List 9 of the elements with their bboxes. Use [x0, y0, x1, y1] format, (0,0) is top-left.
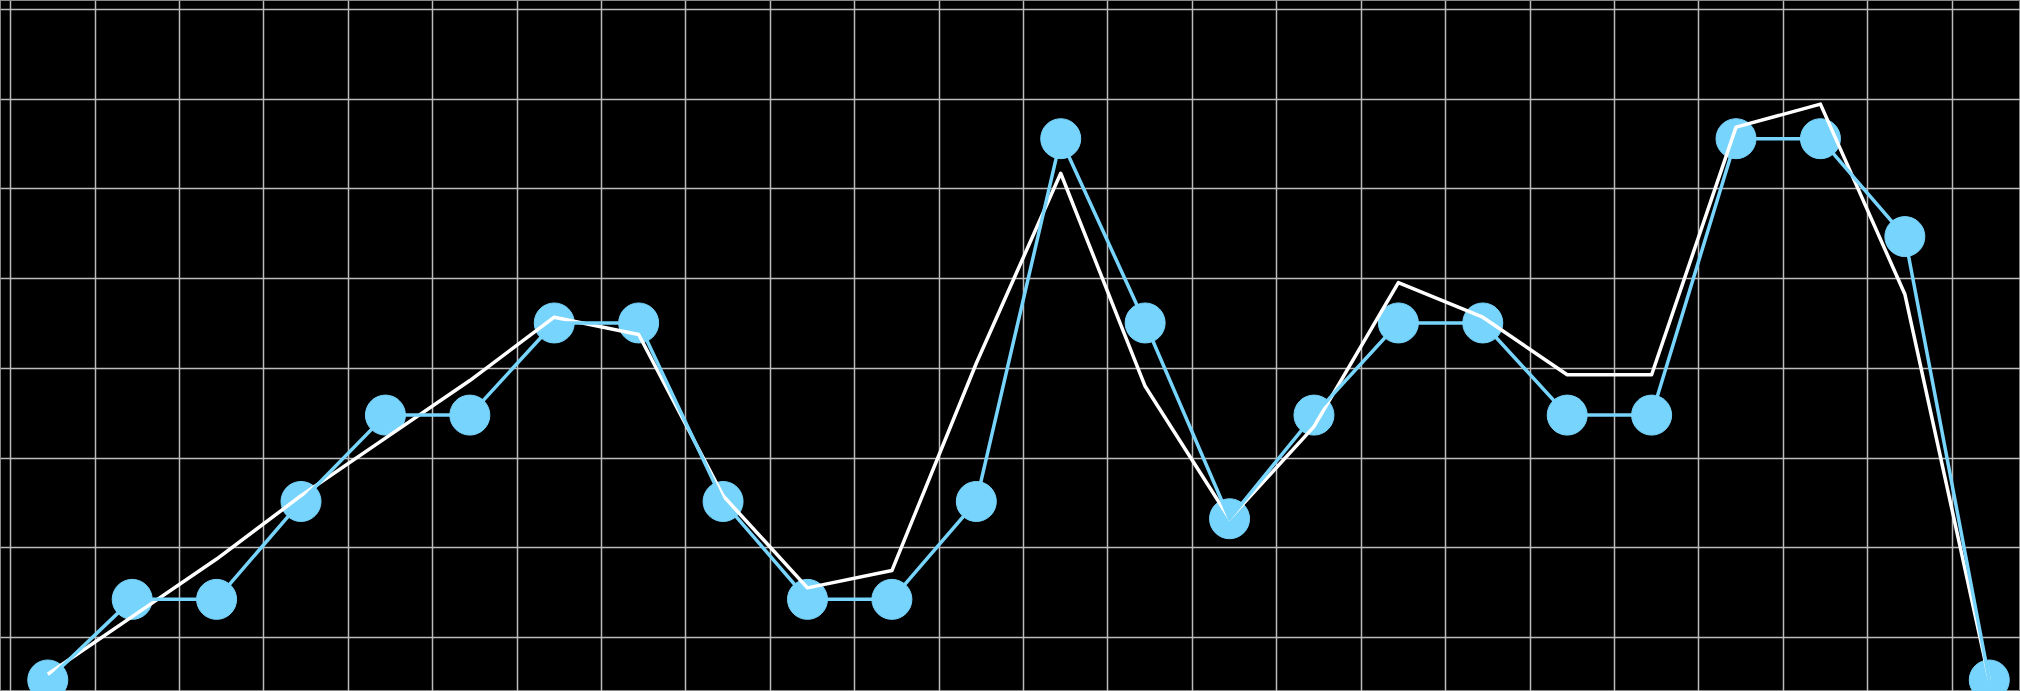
- point: [871, 578, 913, 620]
- point: [449, 394, 491, 436]
- point: [1040, 118, 1082, 160]
- point: [1631, 394, 1673, 436]
- point: [196, 578, 238, 620]
- point: [955, 481, 997, 522]
- point: [1884, 216, 1926, 258]
- point: [1546, 394, 1588, 436]
- point: [1124, 302, 1166, 344]
